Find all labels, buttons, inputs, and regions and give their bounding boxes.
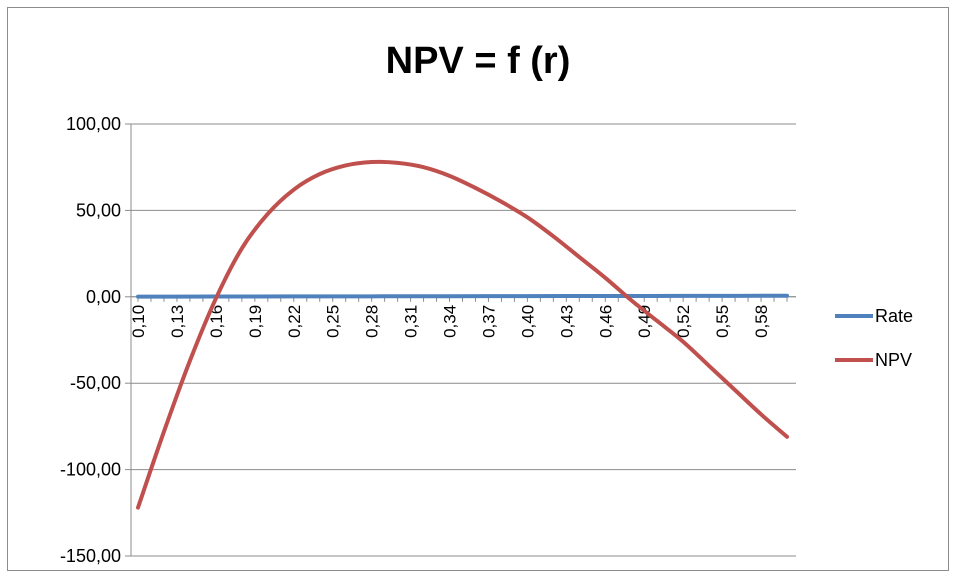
x-tick-label: 0,52 <box>674 305 693 338</box>
x-tick-label: 0,13 <box>168 305 187 338</box>
x-tick-label: 0,43 <box>557 305 576 338</box>
y-tick-label: -150,00 <box>60 546 121 566</box>
y-axis-ticks: 100,00 50,00 0,00 -50,00 -100,00 -150,00 <box>60 114 132 566</box>
chart-frame <box>7 7 949 571</box>
series-line-rate <box>136 293 789 299</box>
x-tick-label: 0,28 <box>363 305 382 338</box>
x-tick-label: 0,55 <box>713 305 732 338</box>
x-tick-label: 0,19 <box>246 305 265 338</box>
legend-label: Rate <box>875 306 913 326</box>
x-tick-label: 0,40 <box>518 305 537 338</box>
x-tick-label: 0,46 <box>596 305 615 338</box>
gridlines <box>131 123 796 557</box>
series-lines <box>136 159 789 510</box>
y-tick-label: 50,00 <box>76 200 121 220</box>
x-tick-label: 0,31 <box>402 305 421 338</box>
legend-label: NPV <box>875 350 912 370</box>
x-tick-label: 0,22 <box>285 305 304 338</box>
x-tick-label: 0,37 <box>479 305 498 338</box>
y-tick-label: -50,00 <box>70 373 121 393</box>
series-line-npv <box>136 159 789 510</box>
x-tick-label: 0,25 <box>324 305 343 338</box>
x-tick-label: 0,58 <box>752 305 771 338</box>
x-tick-label: 0,16 <box>207 305 226 338</box>
y-tick-label: -100,00 <box>60 460 121 480</box>
y-tick-label: 100,00 <box>66 114 121 134</box>
legend: Rate NPV <box>835 306 913 370</box>
x-axis: 0,10 0,13 0,16 0,19 0,22 0,25 0,28 0,31 0,34 0,37… <box>129 296 796 338</box>
x-tick-label: 0,34 <box>441 305 460 338</box>
x-tick-label: 0,10 <box>129 305 148 338</box>
chart-title: NPV = f (r) <box>385 40 571 82</box>
y-tick-label: 0,00 <box>86 287 121 307</box>
